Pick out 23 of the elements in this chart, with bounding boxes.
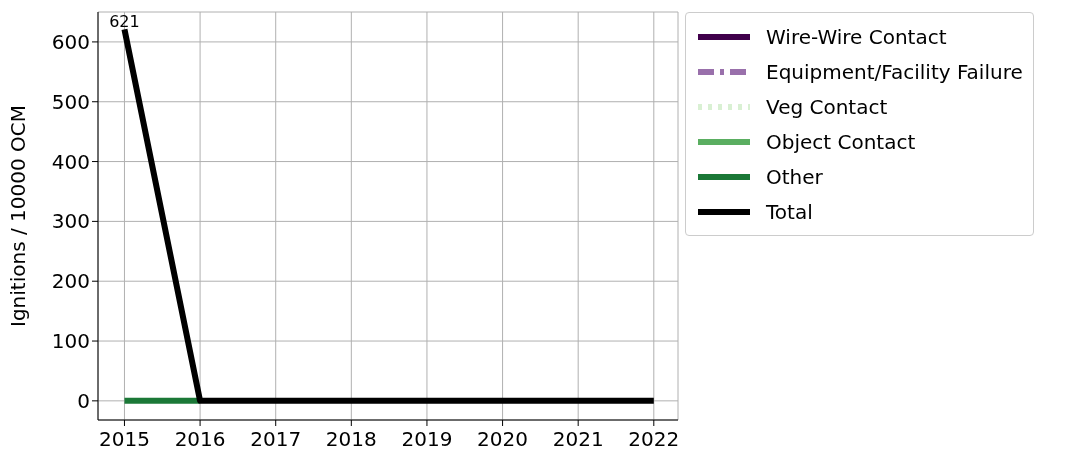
y-tick-label: 200	[51, 269, 90, 294]
legend-label: Wire-Wire Contact	[766, 24, 947, 49]
x-tick-label: 2019	[401, 427, 453, 452]
y-tick-label: 500	[51, 89, 90, 114]
legend-label: Veg Contact	[766, 94, 888, 119]
legend-label: Equipment/Facility Failure	[766, 59, 1023, 84]
y-tick-label: 400	[51, 149, 90, 174]
y-tick-label: 100	[51, 329, 90, 354]
y-tick-label: 0	[77, 388, 90, 413]
y-tick-label: 300	[51, 209, 90, 234]
legend-label: Object Contact	[766, 129, 916, 154]
x-tick-label: 2016	[174, 427, 226, 452]
x-tick-label: 2021	[552, 427, 604, 452]
annotation: 621	[109, 12, 140, 32]
x-tick-label: 2017	[250, 427, 302, 452]
x-tick-label: 2022	[628, 427, 680, 452]
x-tick-label: 2018	[325, 427, 377, 452]
legend-label: Total	[766, 199, 813, 224]
x-tick-label: 2015	[99, 427, 150, 452]
y-tick-label: 600	[51, 30, 90, 55]
y-axis-title: Ignitions / 10000 OCM	[6, 105, 31, 327]
legend-label: Other	[766, 164, 823, 189]
x-tick-label: 2020	[477, 427, 529, 452]
